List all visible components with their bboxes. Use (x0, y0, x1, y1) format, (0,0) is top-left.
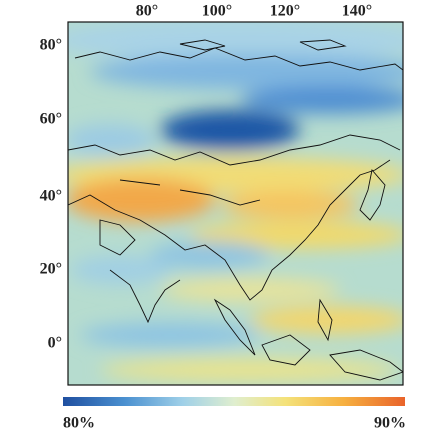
heatmap (68, 22, 403, 385)
latitude-label: 60° (40, 111, 62, 128)
latitude-label: 40° (40, 188, 62, 205)
coastlines (68, 39, 403, 381)
latitude-label: 0° (48, 335, 62, 352)
colorbar-max-label: 90% (374, 415, 406, 432)
colorbar-min-label: 80% (63, 415, 95, 432)
longitude-label: 100° (202, 3, 232, 20)
latitude-label: 80° (40, 37, 62, 54)
latitude-label: 20° (40, 261, 62, 278)
longitude-label: 80° (136, 3, 158, 20)
map-frame (67, 21, 404, 386)
colorbar (63, 397, 405, 406)
longitude-label: 120° (270, 3, 300, 20)
longitude-label: 140° (342, 3, 372, 20)
